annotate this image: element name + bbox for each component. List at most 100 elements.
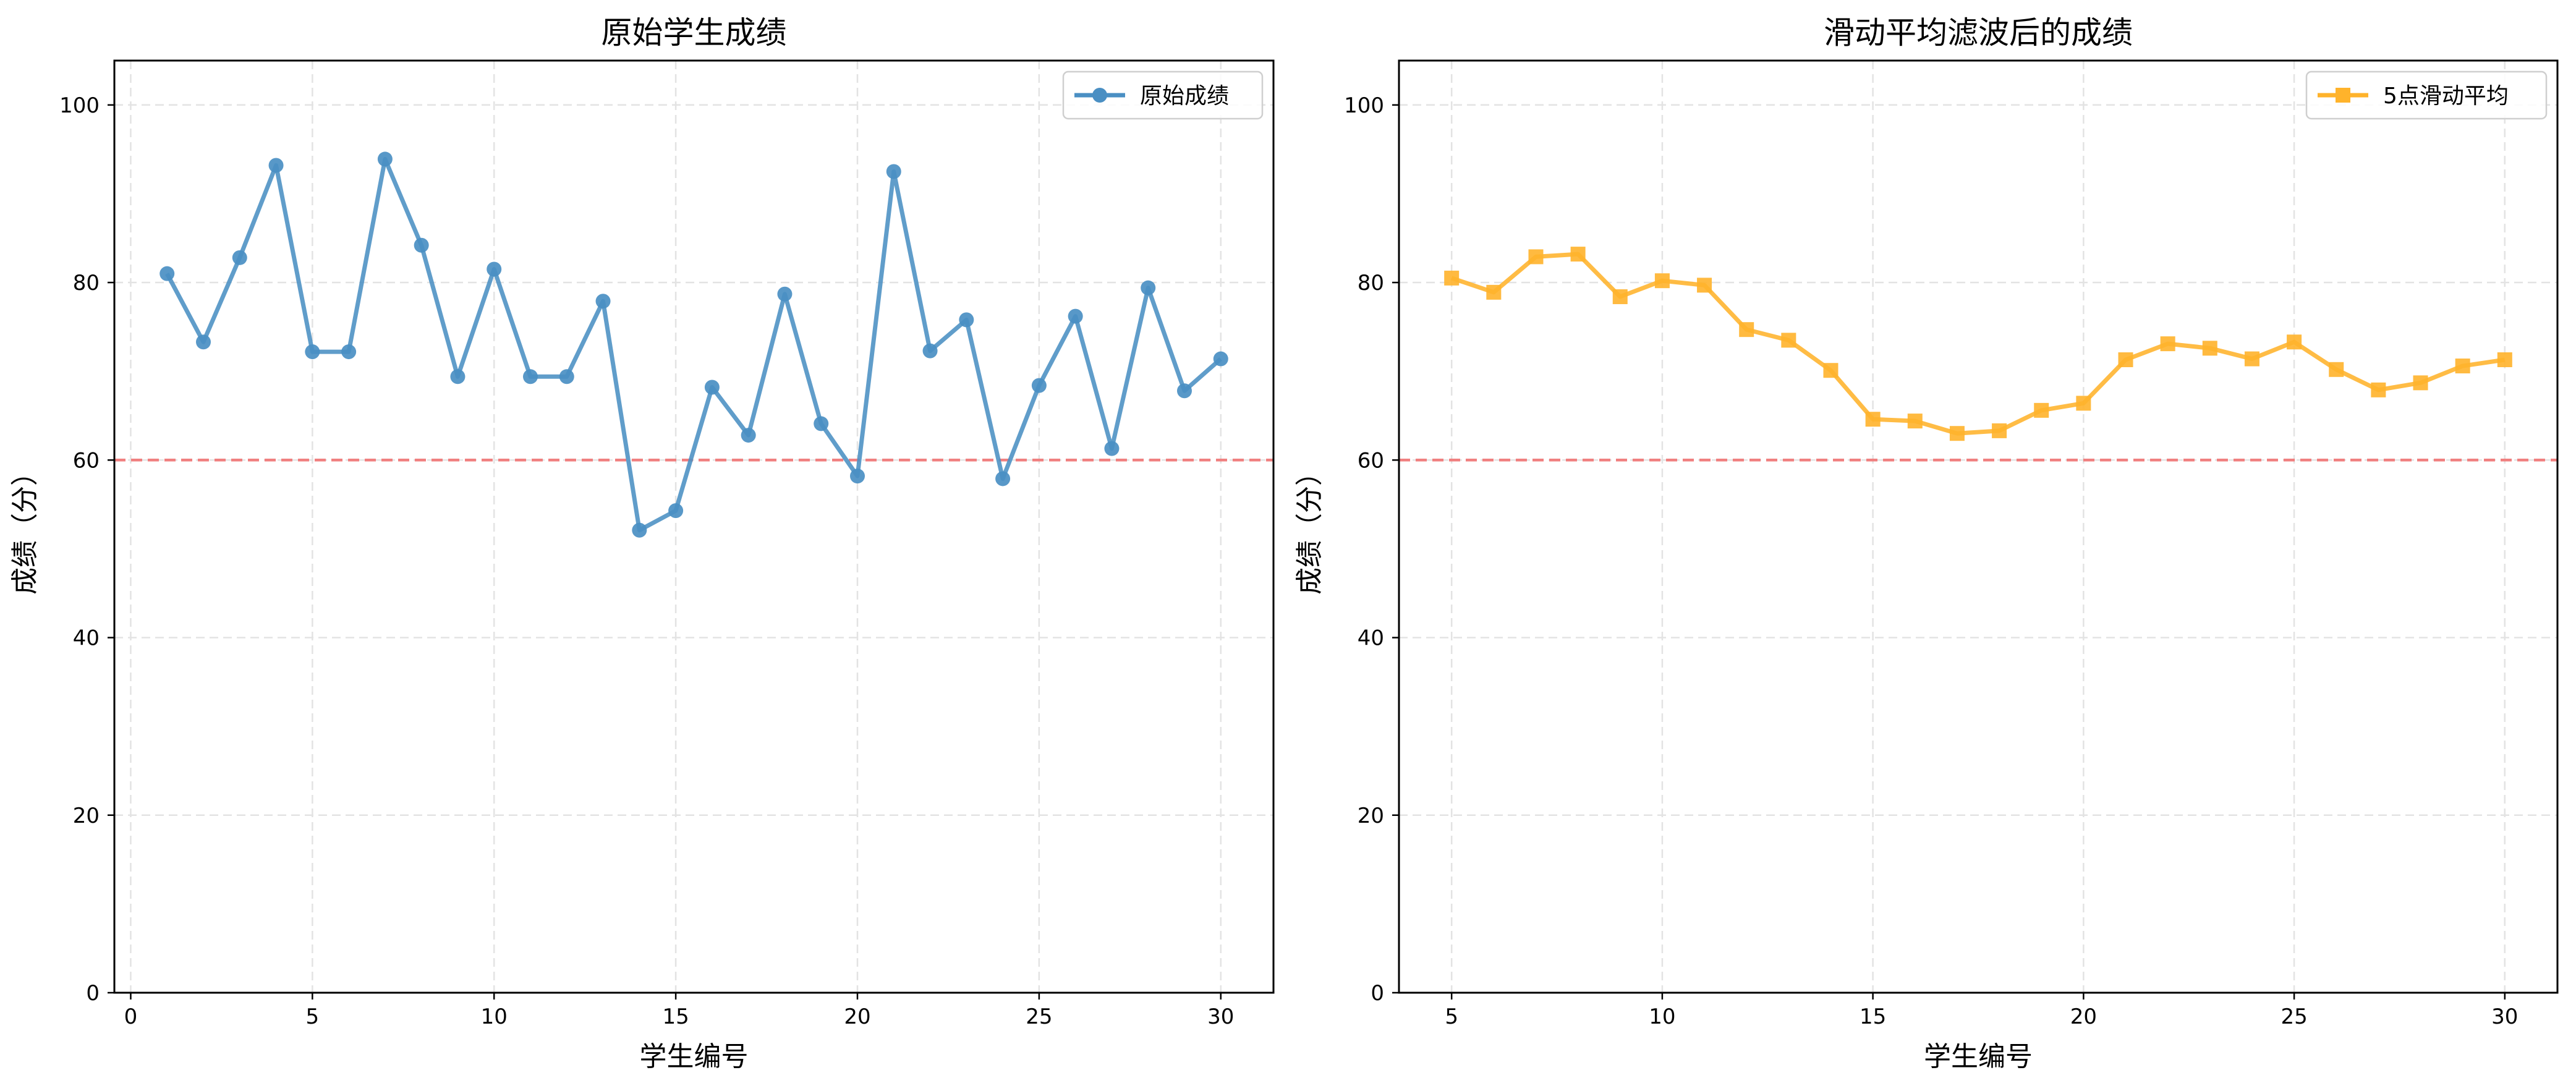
data-point [1992, 423, 2007, 438]
x-tick-label: 20 [2070, 1004, 2097, 1029]
y-tick-label: 60 [1358, 448, 1384, 473]
data-point [559, 369, 574, 384]
data-point [2287, 334, 2302, 350]
data-point [995, 471, 1011, 486]
chart-title: 原始学生成绩 [601, 15, 787, 51]
data-point [2455, 359, 2470, 374]
data-point [487, 261, 502, 277]
x-tick-label: 20 [844, 1004, 870, 1029]
legend-box [2305, 70, 2548, 120]
data-point [523, 369, 538, 384]
data-point [959, 312, 974, 328]
legend-swatch-marker [2336, 88, 2350, 103]
data-point [1213, 351, 1228, 367]
data-point [777, 286, 793, 302]
data-point [668, 503, 684, 519]
y-tick-label: 100 [1344, 93, 1384, 118]
data-point [595, 294, 611, 309]
data-point [2160, 336, 2175, 352]
data-point [741, 428, 756, 443]
data-point [232, 250, 247, 265]
y-tick-label: 60 [73, 448, 100, 473]
data-point [2413, 375, 2428, 391]
y-tick-label: 40 [1358, 626, 1384, 651]
data-point [1528, 249, 1544, 265]
x-tick-label: 25 [2281, 1004, 2307, 1029]
chart-title: 滑动平均滤波后的成绩 [1824, 15, 2133, 51]
y-tick-label: 20 [1358, 804, 1384, 828]
x-tick-label: 10 [481, 1004, 508, 1029]
data-point [1865, 412, 1881, 427]
data-point [1612, 289, 1628, 305]
x-tick-label: 15 [1860, 1004, 1886, 1029]
data-point [2202, 341, 2217, 356]
y-tick-label: 20 [73, 804, 100, 828]
y-axis-label: 成绩（分） [1294, 459, 1325, 595]
x-tick-label: 5 [306, 1004, 320, 1029]
legend-label: 5点滑动平均 [2383, 83, 2509, 109]
data-point [1781, 333, 1796, 348]
data-point [1654, 273, 1670, 289]
y-tick-label: 80 [73, 271, 100, 295]
y-tick-label: 80 [1358, 271, 1384, 295]
data-point [2118, 352, 2133, 367]
series-line [165, 156, 1223, 533]
x-tick-label: 25 [1026, 1004, 1052, 1029]
data-point [2371, 382, 2386, 397]
data-point [377, 151, 393, 167]
x-axis-label: 学生编号 [640, 1041, 749, 1072]
x-axis-label: 学生编号 [1924, 1041, 2033, 1072]
x-tick-label: 30 [2491, 1004, 2518, 1029]
data-point [1697, 278, 1712, 293]
data-point [268, 158, 284, 173]
x-tick-label: 5 [1445, 1004, 1458, 1029]
legend-box [1062, 70, 1264, 120]
data-point [886, 164, 901, 179]
data-point [1823, 363, 1838, 378]
data-point [849, 469, 865, 484]
x-tick-label: 10 [1649, 1004, 1675, 1029]
data-point [922, 343, 938, 359]
data-point [814, 416, 829, 431]
x-tick-label: 0 [124, 1004, 138, 1029]
data-point [2034, 402, 2049, 418]
data-point [1031, 378, 1047, 393]
plot-frame [1398, 59, 2559, 994]
data-point [704, 380, 720, 395]
data-point [1176, 383, 1192, 399]
legend-label: 原始成绩 [1140, 83, 1229, 109]
data-point [632, 522, 647, 538]
data-point [341, 344, 357, 360]
data-point [1739, 322, 1754, 337]
data-point [2497, 352, 2512, 367]
data-point [450, 369, 465, 384]
data-point [1068, 308, 1083, 324]
data-point [1141, 280, 1156, 295]
data-point [1104, 441, 1120, 456]
data-point [1949, 426, 1965, 441]
y-tick-label: 0 [86, 981, 100, 1006]
x-tick-label: 15 [662, 1004, 689, 1029]
y-tick-label: 0 [1371, 981, 1384, 1006]
legend-swatch-marker [1092, 88, 1107, 103]
data-point [2329, 362, 2344, 377]
data-point [1486, 284, 1502, 300]
series-line [1451, 252, 2506, 436]
data-point [1570, 247, 1586, 262]
x-tick-label: 30 [1207, 1004, 1234, 1029]
data-point [1444, 270, 1460, 286]
data-point [305, 344, 320, 360]
data-point [196, 334, 211, 350]
data-point [2076, 396, 2091, 411]
y-axis-label: 成绩（分） [9, 459, 41, 595]
data-point [1907, 414, 1923, 429]
data-point [414, 237, 429, 253]
y-tick-label: 100 [59, 93, 100, 118]
y-tick-label: 40 [73, 626, 100, 651]
data-point [159, 266, 175, 281]
plot-frame [113, 59, 1275, 994]
data-point [2244, 351, 2259, 367]
